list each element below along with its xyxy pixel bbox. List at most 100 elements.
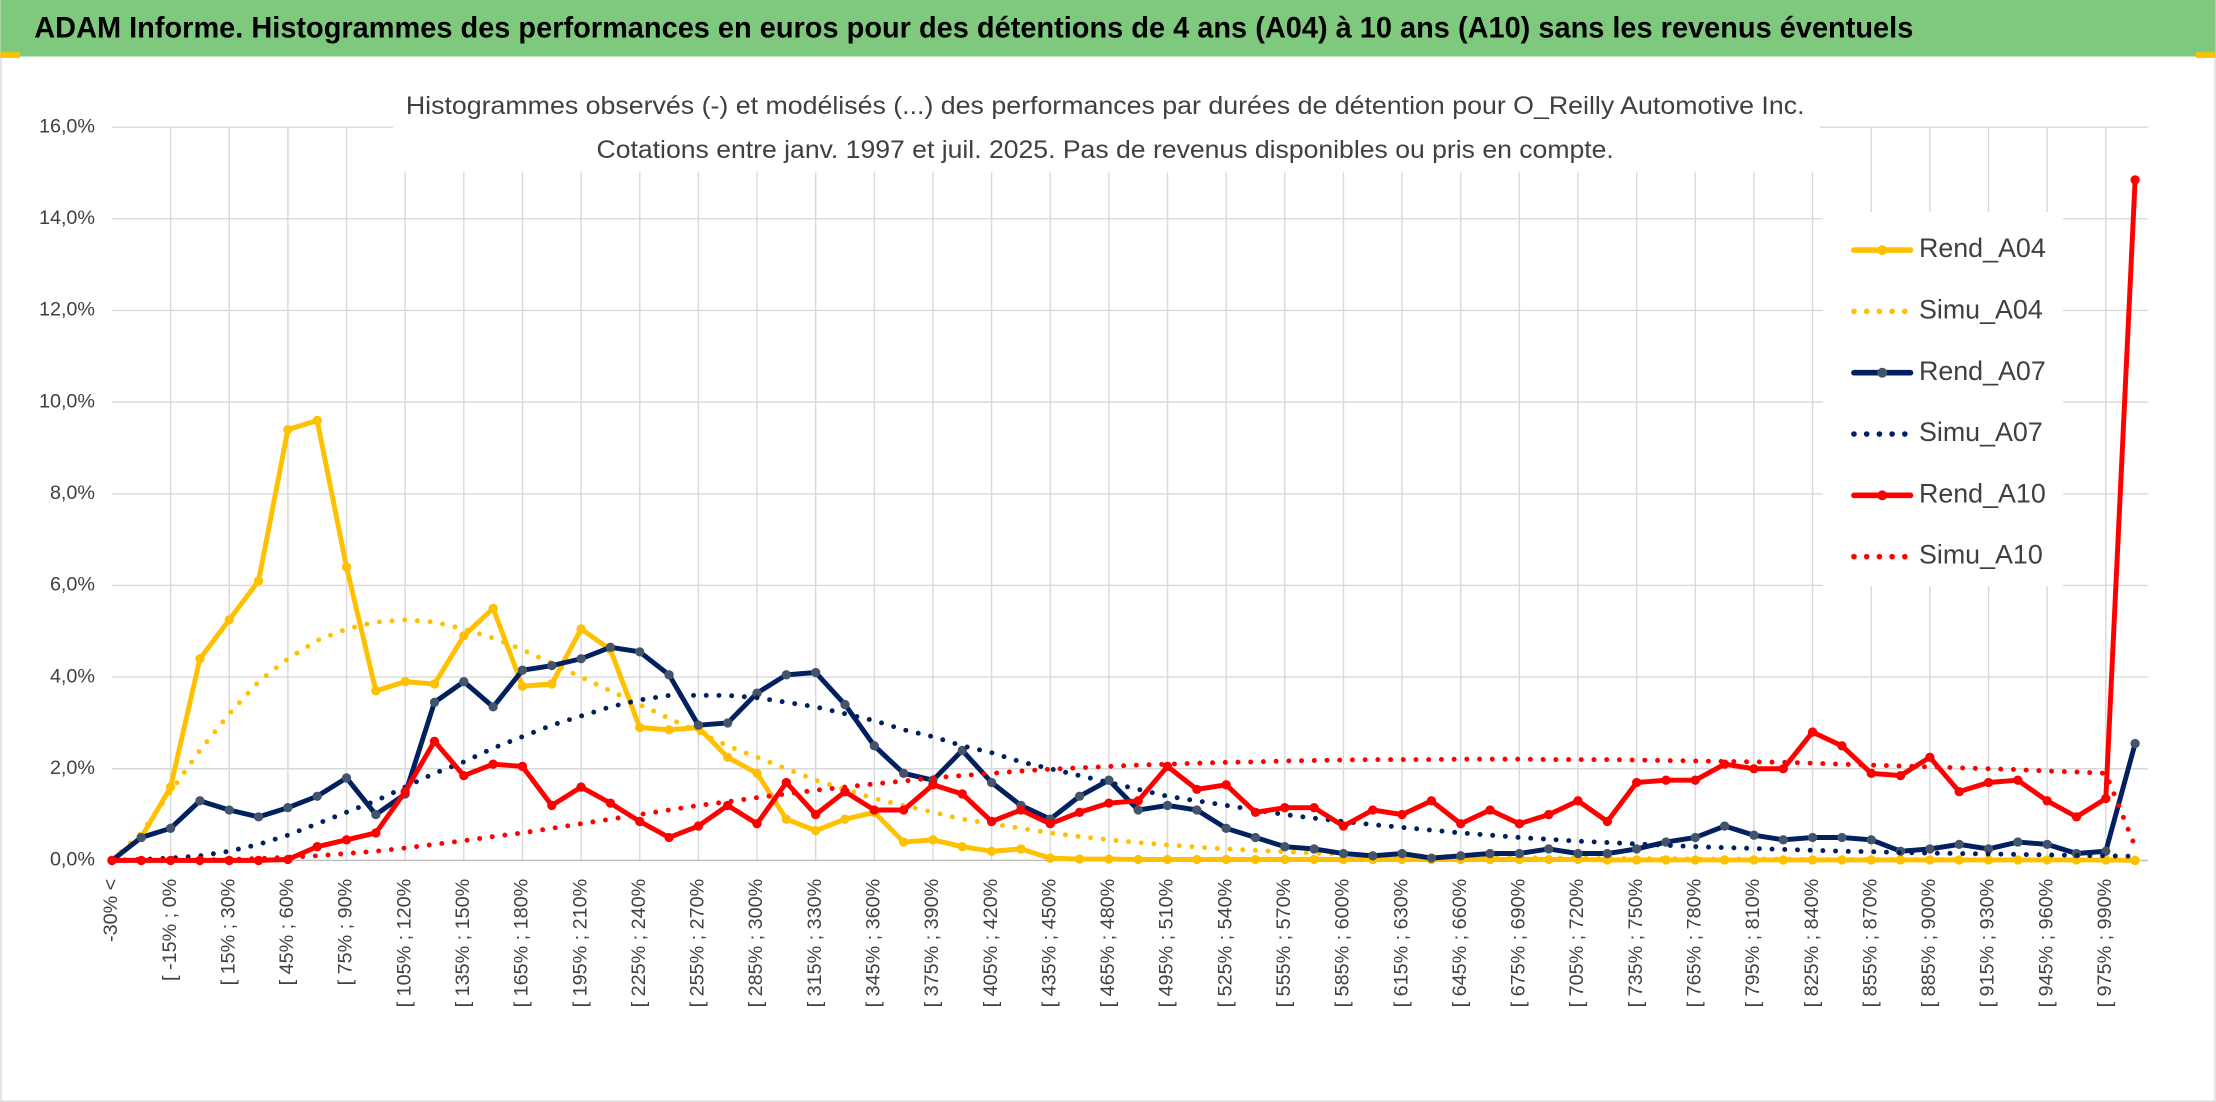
data-point	[1690, 855, 1700, 865]
data-point	[1837, 741, 1847, 751]
data-point	[195, 796, 205, 806]
data-point	[1778, 764, 1788, 774]
data-point	[957, 789, 967, 799]
x-tick-label: [ 45% ; 60%	[276, 879, 298, 986]
legend-label: Rend_A04	[1919, 233, 2046, 263]
data-point	[1573, 848, 1583, 859]
x-tick-label: [ 15% ; 30%	[217, 879, 239, 986]
legend-label: Rend_A07	[1919, 356, 2046, 386]
data-point	[1866, 768, 1876, 778]
data-point	[1221, 780, 1231, 790]
data-point	[605, 642, 616, 652]
series-line	[109, 644, 2138, 863]
data-point	[1221, 823, 1231, 833]
data-point	[1690, 775, 1700, 785]
data-point	[1778, 835, 1788, 845]
data-point	[547, 679, 557, 689]
data-point	[664, 832, 674, 843]
x-tick-label: [ 885% ; 900%	[1918, 879, 1940, 1008]
data-point	[1749, 830, 1759, 840]
data-point	[1983, 855, 1994, 865]
data-point	[635, 722, 645, 733]
data-point	[136, 855, 146, 866]
data-point	[605, 798, 616, 808]
y-tick-label: 12,0%	[39, 299, 95, 321]
data-point	[1426, 796, 1437, 806]
chart-title: Histogrammes observés (-) et modélisés (…	[406, 92, 1805, 120]
x-tick-label: [ 495% ; 510%	[1156, 879, 1178, 1008]
data-point	[371, 686, 381, 696]
data-point	[1544, 844, 1554, 854]
series-line	[109, 177, 2138, 863]
x-tick-label: [ 405% ; 420%	[980, 879, 1002, 1008]
data-point	[341, 835, 352, 845]
data-point	[1983, 777, 1994, 788]
x-tick-label: [ 675% ; 690%	[1508, 879, 1530, 1008]
data-point	[459, 631, 469, 641]
data-point	[1133, 796, 1143, 806]
x-tick-label: [ 705% ; 720%	[1566, 879, 1588, 1008]
data-point	[781, 814, 792, 824]
data-point	[898, 837, 909, 847]
x-tick-label: [ 765% ; 780%	[1684, 879, 1706, 1008]
legend-marker	[1877, 245, 1888, 256]
data-point	[840, 814, 850, 824]
data-point	[1661, 775, 1671, 785]
data-point	[898, 768, 909, 778]
y-tick-label: 0,0%	[50, 849, 95, 871]
data-point	[1338, 821, 1349, 831]
y-tick-label: 6,0%	[50, 574, 95, 596]
data-point	[635, 647, 645, 657]
data-point	[2013, 775, 2023, 785]
data-point	[1250, 854, 1261, 865]
data-point	[576, 782, 586, 792]
data-point	[1514, 819, 1525, 829]
data-point	[547, 800, 557, 811]
legend: Rend_A04 Simu_A04 Rend_A07 Simu_A07 Rend_A10…	[1851, 233, 2046, 570]
data-point	[1983, 844, 1994, 854]
data-point	[1866, 855, 1876, 865]
y-tick-label: 10,0%	[39, 390, 95, 412]
data-point	[429, 679, 440, 689]
legend-marker	[1877, 490, 1888, 501]
data-point	[635, 816, 645, 827]
data-point	[986, 816, 997, 827]
data-point	[517, 761, 528, 772]
data-point	[1426, 853, 1437, 863]
data-point	[1338, 848, 1349, 859]
x-tick-label: [ 735% ; 750%	[1625, 879, 1647, 1008]
data-point	[371, 828, 381, 838]
data-point	[1925, 752, 1935, 762]
data-point	[2130, 175, 2140, 185]
data-point	[723, 718, 733, 728]
x-tick-label: [ 435% ; 450%	[1038, 879, 1060, 1008]
data-point	[400, 677, 410, 687]
x-tick-label: [ 645% ; 660%	[1449, 879, 1471, 1008]
data-point	[869, 805, 879, 815]
data-point	[1631, 844, 1642, 854]
data-point	[459, 770, 469, 781]
data-point	[957, 745, 967, 756]
data-point	[1250, 832, 1261, 843]
x-tick-label: [ 825% ; 840%	[1801, 879, 1823, 1008]
data-point	[1837, 832, 1847, 843]
x-tick-label: [ 315% ; 330%	[804, 879, 826, 1008]
data-point	[811, 809, 821, 820]
data-point	[2071, 855, 2082, 865]
data-point	[840, 699, 850, 710]
data-point	[898, 805, 909, 815]
x-tick-label: [ 375% ; 390%	[921, 879, 943, 1008]
data-point	[547, 660, 557, 671]
x-tick-label: [ 915% ; 930%	[1977, 879, 1999, 1008]
data-point	[1573, 796, 1583, 806]
data-point	[253, 855, 264, 866]
y-tick-label: 4,0%	[50, 665, 95, 687]
legend-marker	[1877, 367, 1888, 378]
legend-label: Simu_A10	[1919, 540, 2043, 570]
data-point	[1602, 848, 1613, 859]
data-point	[752, 688, 762, 698]
data-point	[136, 832, 146, 843]
header-title: ADAM Informe. Histogrammes des performan…	[34, 11, 1913, 44]
data-point	[400, 787, 410, 797]
data-point	[195, 654, 205, 664]
